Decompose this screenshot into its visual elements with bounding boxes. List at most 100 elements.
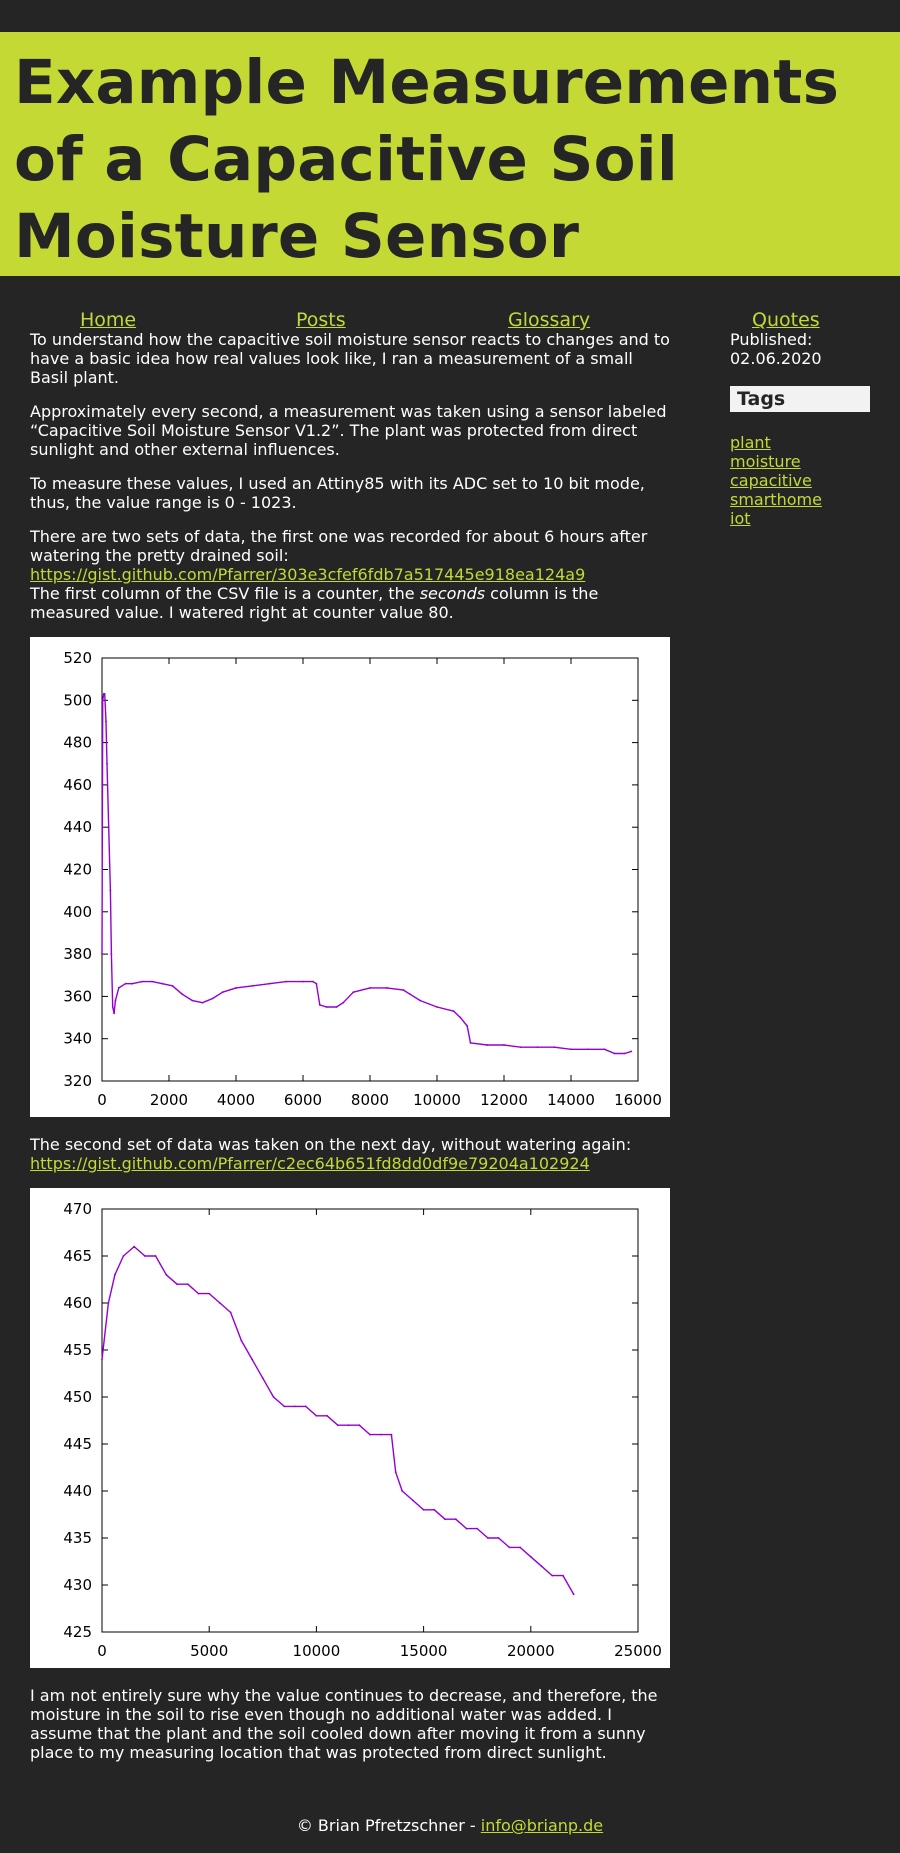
chart-2: 425 430 435 440 445 450 455 460 465 470 0 5000 10000… — [30, 1188, 670, 1668]
data-point — [613, 1052, 616, 1055]
y-tick-label: 460 — [63, 1294, 92, 1312]
footer-email-link[interactable]: info@brianp.de — [480, 1816, 604, 1835]
paragraph-csv-text-b: column is the measured value. I watered … — [30, 584, 599, 622]
data-point — [540, 1565, 543, 1568]
y-tick-label: 520 — [63, 649, 92, 667]
data-point — [436, 1006, 438, 1008]
data-point — [379, 1433, 382, 1436]
y-tick-label: 320 — [63, 1072, 92, 1090]
data-point — [452, 1010, 455, 1013]
series-line — [101, 1245, 575, 1595]
data-point — [342, 1001, 345, 1004]
data-point — [369, 1433, 371, 1436]
data-point — [124, 982, 127, 985]
tag-link-iot[interactable]: iot — [730, 509, 751, 528]
paragraph-measurement: Approximately every second, a measuremen… — [30, 402, 667, 459]
sidebar: Published: 02.06.2020 Tags plant moistur… — [730, 330, 870, 528]
data-point — [251, 1358, 253, 1361]
data-point — [304, 1405, 307, 1408]
data-point — [487, 1537, 489, 1539]
data-point — [508, 1546, 511, 1549]
published-label: Published: — [730, 330, 813, 349]
y-tick-label: 430 — [63, 1576, 92, 1594]
data-point — [186, 1283, 189, 1286]
data-point — [208, 1292, 211, 1295]
y-tick-label: 450 — [63, 1388, 92, 1406]
data-point — [181, 993, 184, 996]
data-point — [201, 1001, 204, 1004]
data-point — [369, 987, 371, 989]
nav-home-link[interactable]: Home — [80, 309, 137, 331]
data-point — [315, 1414, 318, 1417]
data-point — [315, 982, 318, 985]
data-point — [268, 982, 271, 985]
x-tick-label: 2000 — [150, 1091, 188, 1109]
chart-1: 320 340 360 380 400 420 440 460 480 500 520 0 2000 40… — [30, 637, 670, 1117]
data-point — [285, 980, 288, 983]
paragraph-conclusion: I am not entirely sure why the value con… — [30, 1686, 658, 1762]
x-tick-label: 15000 — [400, 1642, 448, 1660]
data-point — [433, 1508, 436, 1511]
data-point — [459, 1016, 462, 1019]
y-tick-label: 465 — [63, 1247, 92, 1265]
plot-frame — [101, 1208, 639, 1633]
y-tick-label: 455 — [63, 1341, 92, 1359]
data-point — [358, 1424, 361, 1427]
data-point — [272, 1396, 275, 1398]
y-tick-label: 420 — [63, 861, 92, 879]
data-point — [336, 1424, 339, 1427]
data-point — [553, 1046, 556, 1049]
y-tick-label: 480 — [63, 734, 92, 752]
data-point — [131, 982, 134, 985]
tag-link-moisture[interactable]: moisture — [730, 452, 801, 471]
data-point — [101, 699, 104, 702]
data-point — [497, 1537, 500, 1539]
data-point — [111, 1006, 114, 1008]
tag-link-plant[interactable]: plant — [730, 433, 771, 452]
page-header: Example Measurements of a Capacitive Soi… — [0, 32, 900, 276]
data-point — [586, 1048, 589, 1051]
nav-glossary-link[interactable]: Glossary — [508, 309, 591, 331]
data-point — [419, 999, 422, 1002]
data-point — [294, 1405, 296, 1408]
data-point — [221, 991, 224, 994]
y-tick-label: 500 — [63, 691, 92, 709]
paragraph-second-dataset: The second set of data was taken on the … — [30, 1135, 675, 1173]
nav-quotes-link[interactable]: Quotes — [752, 309, 820, 331]
data-point — [444, 1518, 446, 1521]
data-point — [191, 999, 194, 1002]
data-point — [197, 1292, 200, 1295]
x-tick-label: 25000 — [614, 1642, 662, 1660]
footer: © Brian Pfretzschner - info@brianp.de — [0, 1816, 900, 1835]
data-point — [385, 987, 388, 989]
article-content: To understand how the capacitive soil mo… — [30, 330, 675, 1777]
footer-copyright: © Brian Pfretzschner - — [296, 1816, 481, 1835]
data-point — [133, 1245, 136, 1248]
data-point — [117, 987, 120, 989]
y-tick-label: 425 — [63, 1623, 92, 1641]
paragraph-datasets: There are two sets of data, the first on… — [30, 527, 675, 622]
data-point — [240, 1339, 243, 1342]
gist-link-2[interactable]: https://gist.github.com/Pfarrer/c2ec64b6… — [30, 1154, 590, 1173]
data-point — [107, 1302, 110, 1304]
x-tick-label: 16000 — [614, 1091, 662, 1109]
x-tick-label: 0 — [97, 1091, 107, 1109]
x-tick-label: 14000 — [547, 1091, 595, 1109]
tag-link-smarthome[interactable]: smarthome — [730, 490, 822, 509]
data-point — [422, 1508, 425, 1511]
data-point — [603, 1048, 606, 1051]
paragraph-adc: To measure these values, I used an Attin… — [30, 474, 645, 512]
data-point — [519, 1546, 521, 1549]
data-point — [122, 1255, 125, 1257]
y-tick-label: 360 — [63, 987, 92, 1005]
nav-posts-link[interactable]: Posts — [296, 309, 346, 331]
data-point — [570, 1048, 572, 1051]
gist-link-1[interactable]: https://gist.github.com/Pfarrer/303e3cfe… — [30, 565, 586, 584]
tag-link-capacitive[interactable]: capacitive — [730, 471, 812, 490]
paragraph-datasets-text: There are two sets of data, the first on… — [30, 527, 648, 565]
data-point — [141, 980, 144, 983]
data-point — [312, 980, 314, 983]
y-tick-label: 445 — [63, 1435, 92, 1453]
data-point — [326, 1414, 329, 1417]
y-tick-label: 340 — [63, 1030, 92, 1048]
